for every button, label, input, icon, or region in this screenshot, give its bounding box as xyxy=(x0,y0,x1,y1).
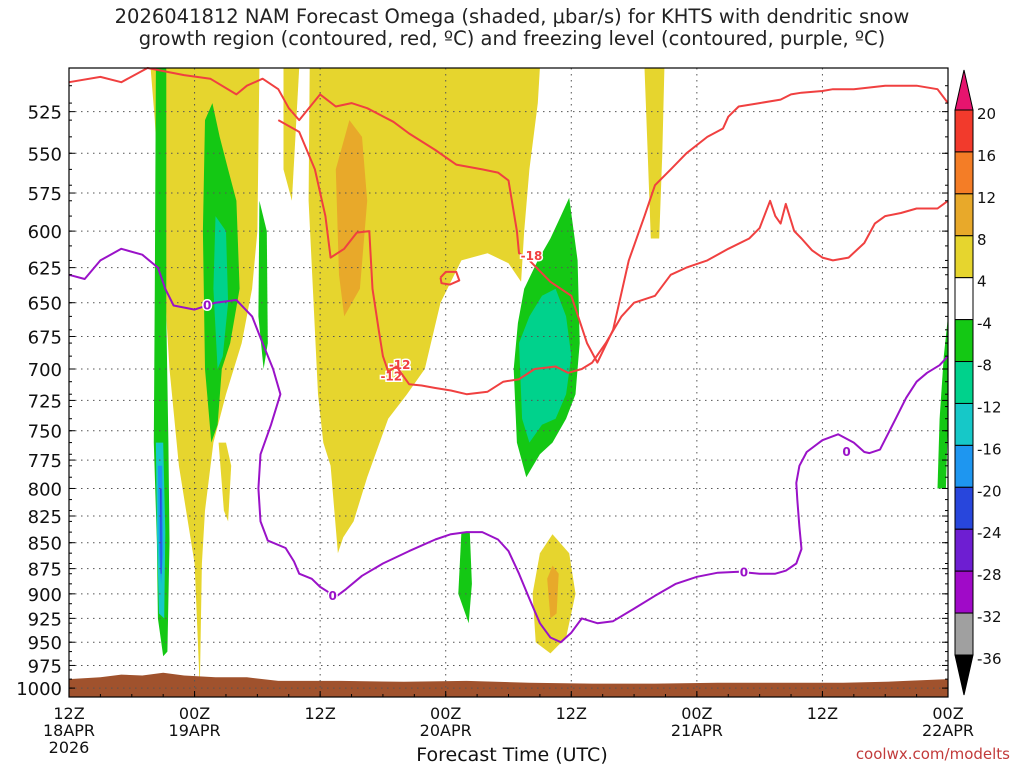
colorbar-label-12: -32 xyxy=(977,608,1002,626)
colorbar-label-1: 16 xyxy=(977,147,996,165)
colorbar-label-4: 4 xyxy=(977,273,987,291)
ytick-label-975: 975 xyxy=(28,656,62,677)
omega-region-12 xyxy=(458,532,472,624)
colorbar-bin-1 xyxy=(954,151,974,195)
omega-region-14 xyxy=(519,288,572,443)
omega-region-7 xyxy=(547,565,559,619)
ytick-label-575: 575 xyxy=(28,184,62,205)
ytick-label-875: 875 xyxy=(28,560,62,581)
ytick-label-1000: 1000 xyxy=(16,679,62,700)
ytick-label-600: 600 xyxy=(28,222,62,243)
xtick-label-36-2: 20APR xyxy=(420,721,472,740)
xtick-label-72-1: 12Z xyxy=(807,704,838,723)
colorbar-top-arrow xyxy=(954,69,974,111)
xtick-label-48-1: 12Z xyxy=(556,704,587,723)
omega-region-15 xyxy=(213,216,229,369)
colorbar-bin-0 xyxy=(954,109,974,153)
xtick-label-36-1: 00Z xyxy=(430,704,461,723)
colorbar-label-13: -36 xyxy=(977,650,1002,668)
colorbar-bin-3 xyxy=(954,235,974,279)
colorbar-label-3: 8 xyxy=(977,231,987,249)
ytick-label-850: 850 xyxy=(28,534,62,555)
omega-region-10 xyxy=(258,200,268,369)
contour-line-2 xyxy=(439,270,461,286)
omega-shading xyxy=(150,68,948,689)
ytick-label-775: 775 xyxy=(28,451,62,472)
ytick-label-825: 825 xyxy=(28,507,62,528)
contour-label-3-1: 0 xyxy=(329,589,337,603)
omega-region-18 xyxy=(160,488,162,574)
surface-terrain xyxy=(69,672,948,697)
colorbar-bin-5 xyxy=(954,319,974,363)
xtick-label-84-1: 00Z xyxy=(932,704,963,723)
x-axis-title: Forecast Time (UTC) xyxy=(416,744,608,766)
contour-label-0-0: -12 xyxy=(380,370,402,384)
ytick-label-900: 900 xyxy=(28,585,62,606)
ytick-label-625: 625 xyxy=(28,259,62,280)
chart-title: 2026041812 NAM Forecast Omega (shaded, μ… xyxy=(0,6,1024,50)
colorbar-label-5: -4 xyxy=(977,315,992,333)
ytick-label-750: 750 xyxy=(28,422,62,443)
ytick-label-525: 525 xyxy=(28,103,62,124)
xtick-label-0-2: 18APR xyxy=(43,721,95,740)
xtick-label-12-2: 19APR xyxy=(169,721,221,740)
colorbar-bin-9 xyxy=(954,486,974,530)
xtick-label-60-1: 00Z xyxy=(681,704,712,723)
colorbar-label-10: -24 xyxy=(977,524,1002,542)
credit-text: coolwx.com/modelts xyxy=(855,745,1010,763)
xtick-label-24-1: 12Z xyxy=(304,704,335,723)
chart-title-line1: 2026041812 NAM Forecast Omega (shaded, μ… xyxy=(114,5,910,28)
xtick-label-0-3: 2026 xyxy=(49,738,90,757)
xtick-label-12-1: 00Z xyxy=(179,704,210,723)
contour-line-0 xyxy=(68,67,949,364)
colorbar-label-7: -12 xyxy=(977,398,1002,416)
ytick-label-950: 950 xyxy=(28,633,62,654)
omega-region-5 xyxy=(218,442,232,522)
chart-title-line2: growth region (contoured, red, ºC) and f… xyxy=(138,27,886,50)
ytick-label-700: 700 xyxy=(28,360,62,381)
contour-label-3-2: 0 xyxy=(740,566,748,580)
omega-region-13 xyxy=(937,316,948,489)
contour-line-3 xyxy=(68,247,949,644)
xtick-label-60-2: 21APR xyxy=(671,721,723,740)
colorbar-label-8: -16 xyxy=(977,440,1002,458)
contour-label-1-0: -18 xyxy=(521,249,543,263)
ytick-label-925: 925 xyxy=(28,609,62,630)
ytick-label-550: 550 xyxy=(28,144,62,165)
omega-region-3 xyxy=(644,68,665,239)
colorbar-bin-11 xyxy=(954,570,974,614)
colorbar-label-0: 20 xyxy=(977,105,996,123)
omega-region-6 xyxy=(335,120,368,317)
colorbar-bin-6 xyxy=(954,361,974,404)
contour-line-1 xyxy=(277,119,949,396)
xtick-label-0-1: 12Z xyxy=(53,704,84,723)
colorbar-bin-2 xyxy=(954,193,974,237)
y-axis: 525 550 575 600 625 650 675 700 725 750 775 800 825 8… xyxy=(16,85,948,700)
contour-label-3-0: 0 xyxy=(203,298,211,312)
colorbar-bin-12 xyxy=(954,612,974,656)
colorbar-bin-7 xyxy=(954,402,974,446)
xtick-label-84-2: 22APR xyxy=(922,721,974,740)
colorbar-bin-8 xyxy=(954,444,974,488)
colorbar-label-6: -8 xyxy=(977,357,992,375)
contour-label-3-3: 0 xyxy=(842,445,850,459)
ytick-label-650: 650 xyxy=(28,294,62,315)
omega-region-2 xyxy=(308,68,540,554)
ytick-label-800: 800 xyxy=(28,479,62,500)
colorbar: 20 16 12 8 4 -4 -8 -12 -16 -20 -24 -28 -32 -36 xyxy=(954,69,1002,696)
ytick-label-725: 725 xyxy=(28,391,62,412)
colorbar-label-11: -28 xyxy=(977,566,1002,584)
colorbar-bin-4 xyxy=(954,277,974,321)
colorbar-bin-10 xyxy=(954,528,974,572)
colorbar-label-2: 12 xyxy=(977,189,996,207)
colorbar-label-9: -20 xyxy=(977,482,1002,500)
omega-region-1 xyxy=(283,68,300,201)
ytick-label-675: 675 xyxy=(28,327,62,348)
terrain-fill xyxy=(69,672,948,697)
colorbar-bottom-arrow xyxy=(954,654,974,696)
